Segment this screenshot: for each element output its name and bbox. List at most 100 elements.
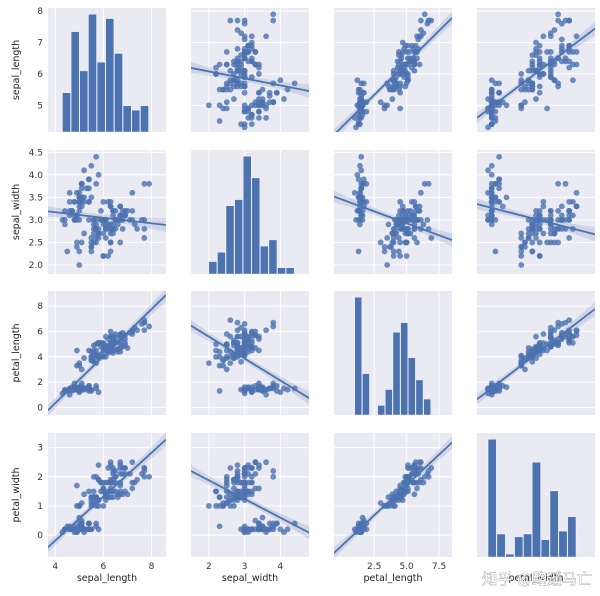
y-tick-label: 1 [37,502,43,512]
scatter-point [64,248,71,255]
scatter-point [412,459,419,466]
scatter-point [234,83,241,90]
scatter-point [234,488,241,495]
scatter-point [355,121,362,128]
scatter-point [241,473,248,480]
scatter-point [223,49,230,55]
scatter-point [357,162,363,169]
x-tick-label: 2 [206,562,212,572]
scatter-point [90,488,97,495]
scatter-point [107,239,114,246]
scatter-point [248,33,255,40]
watermark-text: 知乎 @路遥马亡 [482,570,592,588]
scatter-point [399,49,406,55]
scatter-point [129,207,136,214]
scatter-point [241,485,248,492]
scatter-point [386,503,393,509]
histogram-bar [354,297,362,415]
scatter-point [78,180,85,187]
histogram-bar [423,398,431,415]
scatter-point [405,226,411,232]
scatter-point [536,239,543,246]
scatter-point [90,473,97,480]
scatter-point [389,96,396,102]
scatter-point [488,114,495,121]
scatter-point [73,244,80,250]
scatter-point [421,180,428,187]
scatter-point [86,176,92,183]
scatter-point [248,465,255,471]
scatter-point [555,11,562,18]
panel-petal_length-vs-petal_width [477,291,595,415]
scatter-point [414,33,420,40]
panel-sepal_width-vs-petal_width [477,150,595,274]
scatter-point [357,114,363,121]
scatter-point [78,520,85,527]
scatter-point [129,189,136,196]
scatter-point [488,185,495,192]
scatter-point [397,105,404,112]
histogram-bar [131,109,141,132]
scatter-point [503,194,510,201]
panel-petal_width-vs-sepal_length [48,433,166,557]
scatter-point [117,488,124,495]
scatter-point [551,230,558,237]
scatter-point [81,230,88,237]
scatter-point [540,230,547,237]
scatter-point [216,523,223,530]
scatter-point [93,352,100,359]
scatter-point [518,253,525,259]
scatter-point [110,212,116,219]
scatter-point [241,327,248,334]
scatter-point [399,203,406,210]
scatter-point [410,58,416,65]
scatter-point [551,27,558,33]
scatter-point [223,476,230,483]
scatter-point [492,80,499,87]
scatter-point [358,167,365,174]
scatter-point [529,358,536,365]
scatter-point [105,350,112,356]
scatter-point [540,33,547,40]
scatter-point [76,207,83,214]
scatter-point [117,459,124,466]
scatter-point [417,27,424,33]
scatter-point [529,230,536,237]
scatter-point [397,253,404,259]
y-tick-label: 2 [37,378,43,388]
scatter-point [381,244,388,250]
scatter-point [146,323,153,330]
histogram-bar [505,553,515,557]
scatter-point [256,114,262,121]
scatter-point [241,479,248,486]
scatter-point [270,520,277,527]
scatter-point [416,61,423,68]
scatter-point [71,216,78,223]
scatter-point [411,491,418,498]
scatter-point [358,92,365,99]
scatter-point [107,476,114,483]
scatter-point [141,465,148,471]
scatter-point [536,339,543,346]
x-tick-label: 7.5 [432,562,446,572]
scatter-point [141,180,148,187]
scatter-point [394,221,401,228]
scatter-point [291,80,298,87]
scatter-point [566,329,573,336]
scatter-point [414,239,420,246]
scatter-point [107,248,114,255]
scatter-point [428,465,435,471]
histogram-bar [62,92,71,132]
scatter-point [566,317,573,324]
scatter-point [412,203,419,210]
y-tick-label: 2 [37,473,43,483]
scatter-point [406,473,413,480]
scatter-point [126,470,133,477]
scatter-point [117,239,124,246]
regression-line [335,17,452,132]
scatter-point [277,77,284,84]
scatter-point [503,102,510,109]
scatter-point [358,185,365,192]
scatter-point [390,239,397,246]
regression-line [191,470,309,534]
